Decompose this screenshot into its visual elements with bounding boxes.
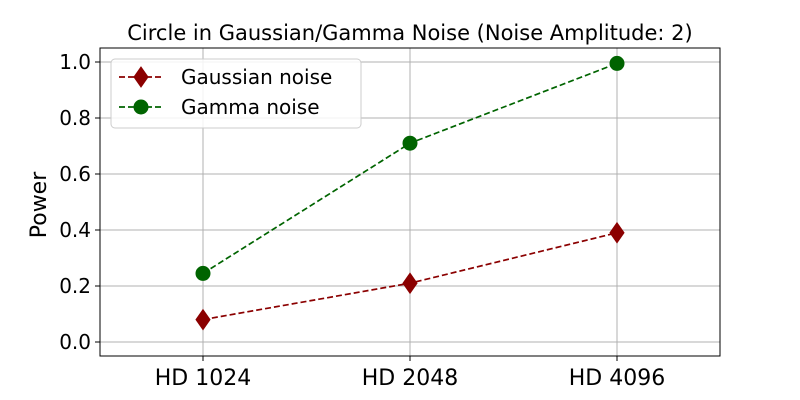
x-tick-label: HD 4096 (569, 366, 665, 391)
legend-label: Gaussian noise (181, 65, 332, 89)
y-axis-label: Power (27, 171, 52, 238)
diamond-marker (195, 308, 211, 331)
y-tick-label: 0.2 (59, 274, 91, 298)
circle-marker (609, 55, 625, 71)
chart-title: Circle in Gaussian/Gamma Noise (Noise Am… (127, 21, 692, 45)
y-tick-label: 0.4 (59, 218, 91, 242)
y-tick-label: 0.6 (59, 162, 91, 186)
legend-label: Gamma noise (181, 95, 320, 119)
circle-marker-legend (133, 99, 149, 115)
series-layer (195, 55, 625, 331)
x-tick-label: HD 1024 (155, 366, 251, 391)
circle-marker (402, 135, 418, 151)
legend-box (110, 58, 362, 129)
y-tick-label: 0.0 (59, 330, 91, 354)
circle-marker (195, 265, 211, 281)
y-tick-label: 0.8 (59, 106, 91, 130)
diamond-marker (609, 221, 625, 244)
axes: 0.0 0.2 0.4 0.6 0.8 1.0 HD 1024 HD 2048 HD 4096 (59, 50, 665, 391)
x-tick-label: HD 2048 (362, 366, 458, 391)
diamond-marker (402, 272, 418, 295)
y-tick-label: 1.0 (59, 50, 91, 74)
diamond-marker-legend (133, 66, 149, 88)
legend: Gaussian noise Gamma noise (110, 58, 362, 129)
